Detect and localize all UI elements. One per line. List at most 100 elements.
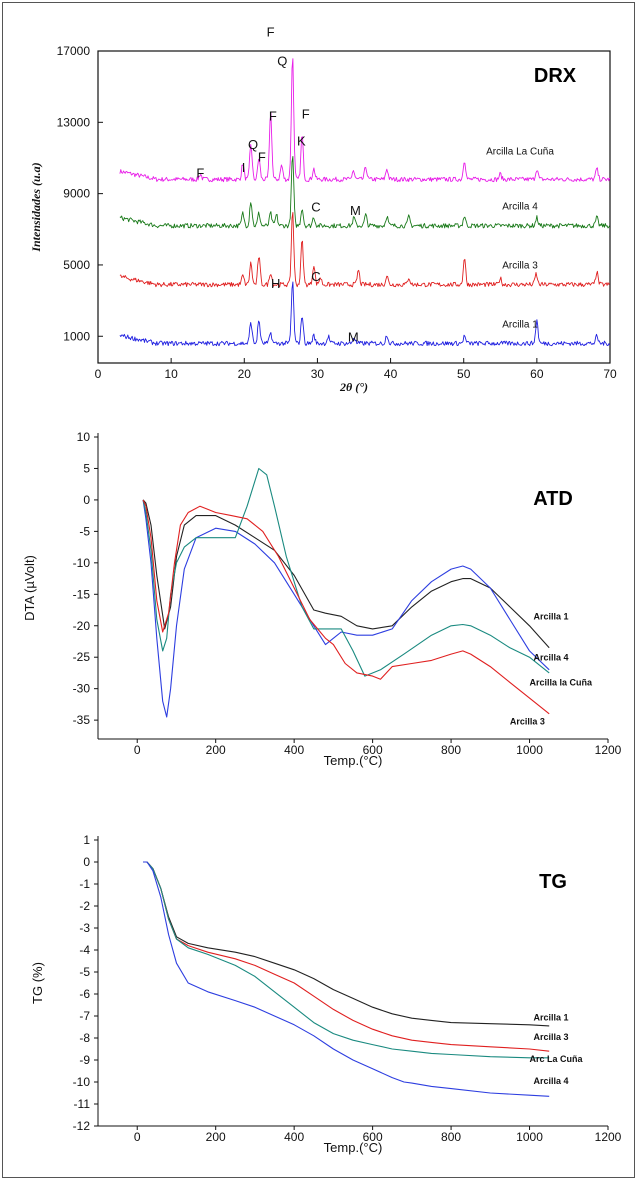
y-tick-label: -35 [73, 713, 91, 727]
peak-annotation: F [267, 25, 275, 40]
x-tick-label: 50 [457, 367, 471, 381]
y-tick-label: -10 [73, 1075, 91, 1089]
y-tick-label: -15 [73, 587, 91, 601]
peak-annotation: I [242, 160, 246, 175]
peak-annotation: F [258, 150, 266, 165]
x-tick-label: 60 [530, 367, 544, 381]
y-axis-title: DTA (µVolt) [22, 555, 37, 621]
y-tick-label: -5 [79, 965, 90, 979]
series-line-2 [142, 467, 550, 677]
series-label: Arcilla 4 [502, 202, 538, 213]
y-tick-label: 10 [77, 430, 91, 444]
series-label: Arcilla 1 [502, 319, 538, 330]
y-axis-title: TG (%) [30, 962, 45, 1004]
y-tick-label: -1 [79, 877, 90, 891]
series-label: Arcilla 3 [533, 1032, 568, 1042]
series-label: Arcilla 1 [533, 1012, 568, 1022]
x-tick-label: 400 [284, 743, 304, 757]
series-label: Arcilla la Cuña [530, 678, 594, 688]
series-line-1 [119, 155, 611, 229]
x-tick-label: 200 [206, 743, 226, 757]
peak-annotation: F [269, 109, 277, 124]
x-tick-label: 600 [363, 743, 383, 757]
y-tick-label: -10 [73, 556, 91, 570]
series-label: Arcilla La Cuña [486, 146, 554, 157]
y-tick-label: -30 [73, 682, 91, 696]
x-tick-label: 1000 [516, 743, 543, 757]
y-tick-label: 1000 [63, 329, 90, 343]
series-line-3 [119, 281, 611, 347]
x-tick-label: 1200 [595, 743, 622, 757]
y-tick-label: -8 [79, 1031, 90, 1045]
x-tick-label: 800 [441, 743, 461, 757]
x-tick-label: 20 [238, 367, 252, 381]
x-tick-label: 0 [95, 367, 102, 381]
x-tick-label: 0 [134, 743, 141, 757]
y-tick-label: -25 [73, 650, 91, 664]
x-tick-label: 70 [603, 367, 617, 381]
series-line-1 [142, 499, 550, 718]
y-tick-label: -20 [73, 619, 91, 633]
y-tick-label: 1 [83, 833, 90, 847]
series-line-2 [119, 212, 610, 288]
y-tick-label: 9000 [63, 187, 90, 201]
x-tick-label: 40 [384, 367, 398, 381]
chart-tg: 0 200 400 600 800 1000 1200 1 0 -1 -2 -3 -4 -5 -6 -7 -8 -… [30, 833, 622, 1155]
chart-title: TG [539, 871, 567, 893]
chart-drx: 0 10 20 30 40 50 60 70 1000 5000 9000 13000 17000 2θ … [29, 25, 617, 394]
series-line-1 [143, 861, 550, 1052]
chart-title: ATD [533, 488, 573, 510]
y-tick-label: -6 [79, 987, 90, 1001]
x-tick-label: 600 [363, 1130, 383, 1144]
x-axis-title: Temp.(°C) [324, 1140, 383, 1155]
y-tick-label: -2 [79, 899, 90, 913]
x-tick-label: 30 [311, 367, 325, 381]
y-tick-label: 17000 [57, 44, 91, 58]
peak-annotation: F [196, 166, 204, 181]
peak-annotation: M [348, 330, 359, 345]
x-tick-label: 1200 [595, 1130, 622, 1144]
x-tick-label: 0 [134, 1130, 141, 1144]
x-tick-label: 800 [441, 1130, 461, 1144]
peak-annotation: Q [277, 53, 287, 68]
y-tick-label: 13000 [57, 115, 91, 129]
series-label: Arcilla 3 [510, 717, 545, 727]
series-label: Arc La Cuña [530, 1054, 584, 1064]
y-tick-label: 5 [83, 461, 90, 475]
y-tick-label: -12 [73, 1119, 91, 1133]
y-axis-title: Intensidades (u.a) [29, 162, 43, 252]
y-tick-label: -9 [79, 1053, 90, 1067]
y-tick-label: -3 [79, 921, 90, 935]
peak-annotation: F [302, 107, 310, 122]
y-tick-label: -7 [79, 1009, 90, 1023]
peak-annotation: Q [248, 137, 258, 152]
y-tick-label: 0 [83, 855, 90, 869]
y-tick-label: -5 [79, 524, 90, 538]
series-line-0 [142, 499, 550, 649]
series-line-0 [119, 58, 611, 183]
x-axis-title: 2θ (°) [339, 380, 368, 394]
x-tick-label: 200 [206, 1130, 226, 1144]
series-line-0 [143, 861, 550, 1027]
plot-border [97, 50, 611, 364]
series-label: Arcilla 1 [533, 611, 568, 621]
y-tick-label: 5000 [63, 258, 90, 272]
y-tick-label: -4 [79, 943, 90, 957]
x-tick-label: 1000 [516, 1130, 543, 1144]
peak-annotation: K [297, 133, 306, 148]
series-label: Arcilla 3 [502, 261, 538, 272]
y-tick-label: -11 [74, 1097, 91, 1111]
peak-annotation: C [311, 199, 320, 214]
series-label: Arcilla 4 [533, 1076, 568, 1086]
series-line-3 [142, 499, 550, 715]
peak-annotation: H [271, 276, 280, 291]
peak-annotation: C [311, 269, 320, 284]
chart-title: DRX [534, 65, 577, 87]
series-label: Arcilla 4 [533, 652, 568, 662]
series-line-2 [143, 861, 550, 1059]
peak-annotation: M [350, 203, 361, 218]
x-axis-title: Temp.(°C) [324, 753, 383, 768]
chart-atd: 0 200 400 600 800 1000 1200 10 5 0 -5 -10 -15 -20 -25 -… [22, 430, 622, 768]
